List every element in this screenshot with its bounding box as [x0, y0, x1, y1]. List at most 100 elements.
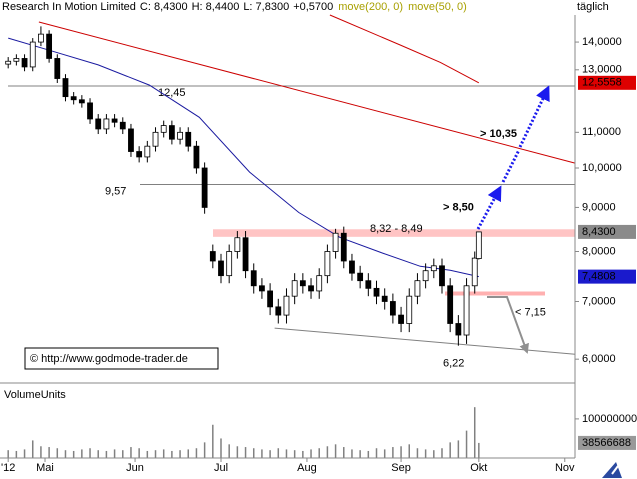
candle-body: [87, 102, 93, 120]
candle-body: [177, 131, 183, 140]
candle-body: [70, 96, 77, 101]
volume-bar: [48, 447, 50, 458]
header-value: +0,5700: [293, 1, 333, 13]
target-label: > 8,50: [443, 202, 474, 214]
candle-body: [259, 285, 265, 292]
y-tick-label: 100000000: [582, 413, 637, 425]
volume-bar: [212, 424, 214, 458]
y-tick-label: 6,0000: [582, 353, 616, 365]
volume-bar: [465, 430, 468, 458]
volume-bar: [244, 447, 247, 458]
candle-body: [316, 275, 323, 292]
volume-bar: [269, 450, 271, 458]
candle-body: [291, 280, 298, 297]
volume-bar: [162, 449, 165, 458]
candle-body: [46, 33, 53, 59]
price-tag-label: 7,4808: [582, 271, 616, 283]
y-tick-label: 9,0000: [582, 201, 616, 213]
volume-bar: [318, 448, 320, 458]
candle-body: [475, 231, 482, 259]
candle-body: [455, 323, 462, 336]
candle-body: [168, 125, 175, 140]
candle-body: [349, 260, 355, 274]
volume-panel: 100000000 38566688 '12 Mai Jun Jul Aug Sep Okt No…: [1, 407, 637, 474]
y-tick-label: 8,0000: [582, 245, 616, 257]
candle-body: [193, 145, 200, 169]
candle-body: [365, 280, 372, 289]
volume-bar: [367, 450, 370, 458]
volume-bar: [302, 450, 304, 458]
volume-tag: [578, 435, 636, 450]
volume-bar: [261, 449, 263, 458]
x-tick-label: Mai: [36, 462, 54, 474]
volume-bar: [441, 448, 443, 458]
volume-bar: [359, 450, 361, 458]
candle-body: [119, 121, 126, 130]
volume-bar: [154, 450, 157, 458]
y-tick-label: 11,0000: [582, 126, 621, 138]
candle-body: [447, 285, 454, 324]
volume-bar: [326, 446, 329, 458]
candle-body: [54, 58, 61, 79]
volume-bar: [400, 446, 402, 458]
zone-label: 8,32 - 8,49: [370, 223, 423, 235]
x-tick-label: Jun: [126, 462, 144, 474]
price-tag-label: 8,4300: [582, 226, 616, 238]
header-value: L: 7,8300: [243, 1, 289, 13]
candle-body: [13, 58, 20, 62]
candle-body: [439, 265, 445, 287]
volume-bar: [72, 450, 75, 458]
candle-body: [242, 237, 249, 272]
candle-body: [250, 270, 257, 287]
volume-bar: [252, 448, 255, 458]
volume-bar: [408, 444, 411, 458]
volume-bar: [277, 448, 280, 458]
volume-bar: [56, 448, 59, 458]
x-tick-label: Nov: [555, 462, 575, 474]
volume-bar: [433, 450, 435, 458]
volume-bar: [97, 450, 99, 458]
candle-body: [209, 251, 216, 262]
volume-bar: [457, 440, 460, 458]
candle-body: [78, 99, 85, 104]
candle-body: [340, 232, 347, 262]
y-tick-label: 14,0000: [582, 36, 622, 48]
volume-bar: [195, 448, 198, 458]
volume-bar: [449, 442, 451, 458]
candle-body: [267, 290, 274, 308]
volume-bar: [7, 450, 9, 458]
candle-body: [422, 270, 429, 282]
legend-entry: move(50, 0): [408, 1, 467, 13]
volume-bar: [113, 449, 116, 458]
volume-bar: [236, 446, 239, 458]
candle-body: [389, 301, 396, 316]
volume-bar: [138, 448, 140, 458]
volume-bar: [31, 440, 34, 458]
y-tick-label: 13,0000: [582, 64, 622, 76]
candle-body: [29, 41, 36, 68]
candle-body: [226, 251, 233, 277]
period: täglich: [577, 1, 609, 13]
volume-bar: [424, 449, 427, 458]
volume-bar: [228, 444, 230, 458]
candle-body: [381, 295, 388, 302]
candle-body: [103, 118, 110, 130]
low-label: 6,22: [443, 358, 464, 370]
support-arrow: [487, 296, 529, 354]
candle-body: [275, 306, 282, 316]
horizontal-line-label: 12,45: [158, 87, 186, 99]
price-tag: [578, 269, 636, 284]
horizontal-line-label: 9,57: [105, 185, 126, 197]
target-arrow: [501, 149, 521, 183]
volume-bar: [203, 442, 206, 458]
volume-bar: [351, 449, 353, 458]
x-tick-label: Sep: [391, 462, 411, 474]
candle-body: [201, 167, 208, 208]
volume-bar: [343, 447, 345, 458]
candle-body: [218, 260, 224, 277]
candle-body: [234, 237, 241, 252]
volume-bar: [146, 450, 149, 458]
volume-bar: [187, 449, 190, 458]
volume-bar: [416, 448, 419, 458]
